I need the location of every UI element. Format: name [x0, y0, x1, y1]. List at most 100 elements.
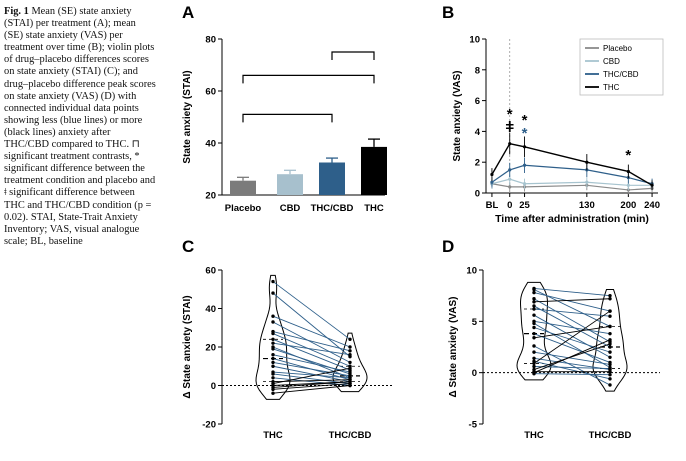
panel-d-data-point — [608, 331, 612, 336]
panel-c-paired-line — [272, 381, 351, 388]
panel-d-paired-line — [533, 322, 611, 368]
panel-d-paired-line — [533, 298, 611, 303]
panel-d-y-tick-label: 0 — [472, 368, 477, 379]
panel-d-data-point — [532, 361, 536, 366]
bar-cbd — [277, 174, 303, 195]
panel-a-y-tick-label: 40 — [205, 139, 216, 150]
significance-bracket — [242, 113, 333, 123]
panel-d-data-point — [532, 307, 536, 311]
panel-d-paired-line — [533, 360, 611, 380]
panel-c-paired-line — [272, 338, 351, 371]
panel-d-data-point — [608, 309, 612, 313]
panel-c-data-point — [271, 391, 275, 395]
series-line-cbd — [491, 178, 653, 186]
panel-a-x-tick-label: CBD — [280, 203, 301, 214]
panel-c-data-point — [271, 376, 275, 380]
panel-b-y-tick-label: 10 — [469, 35, 480, 46]
panel-b-y-axis-label: State anxiety (VAS) — [452, 71, 463, 162]
panel-d-data-point — [532, 350, 536, 354]
legend-label: THC — [603, 83, 620, 92]
panel-d-paired-line — [533, 298, 611, 343]
bar-placebo — [230, 180, 256, 195]
bar-thc-cbd — [319, 162, 345, 195]
panel-c-paired-line — [272, 331, 351, 352]
panel-d-paired-line — [533, 343, 611, 371]
series-point — [490, 180, 494, 184]
panel-b-x-tick-label: 25 — [519, 200, 530, 211]
panel-c-y-tick-label: 60 — [205, 266, 216, 277]
legend-label: Placebo — [603, 44, 632, 53]
series-point — [508, 142, 512, 146]
panel-c-y-tick-label: 0 — [211, 381, 216, 392]
panel-c-data-point — [271, 347, 275, 351]
panel-d-paired-line — [533, 314, 611, 358]
figure-caption-text: Mean (SE) state anxiety (STAI) per treat… — [4, 6, 156, 247]
panel-d-data-point — [608, 366, 612, 371]
panel-c-y-tick-label: -20 — [202, 420, 216, 431]
panel-c-paired-line — [272, 367, 351, 385]
panel-c-y-axis-label: Δ State anxiety (STAI) — [182, 295, 193, 398]
panel-c-data-point — [271, 291, 275, 295]
panel-d-x-tick-label: THC/CBD — [589, 430, 632, 441]
significance-bracket — [242, 74, 375, 84]
bar-thc — [361, 146, 387, 195]
panel-d-data-point — [608, 355, 612, 359]
significance-bracket — [331, 51, 375, 60]
panel-d-data-point — [608, 383, 612, 387]
panel-d-data-point — [608, 338, 612, 342]
panel-c-paired-line — [272, 383, 351, 390]
panel-d-data-point — [608, 314, 612, 318]
panel-d-paired-line — [533, 310, 611, 364]
legend-label: THC/CBD — [603, 70, 639, 79]
significance-marker: * — [522, 112, 528, 129]
panel-c-data-point — [348, 370, 352, 374]
panel-d-data-point — [532, 344, 536, 348]
panel-d-violin-thc — [516, 281, 552, 381]
series-point — [626, 183, 630, 187]
panel-c-data-point — [271, 314, 275, 318]
panel-d-paired-line — [533, 320, 611, 335]
panel-d-y-tick-label: 10 — [466, 266, 477, 277]
series-point — [650, 183, 654, 187]
panel-c-data-point — [271, 337, 275, 341]
panel-b-x-tick-label: 130 — [579, 200, 595, 211]
panel-label-A: A — [182, 3, 194, 22]
panel-d-data-point — [532, 364, 536, 369]
panel-d-data-point — [608, 342, 612, 346]
panel-d-y-tick-label: -5 — [469, 420, 478, 431]
panel-c-y-tick-label: 40 — [205, 304, 216, 315]
panel-b-x-tick-label: BL — [486, 200, 499, 211]
series-point — [508, 177, 512, 181]
panel-c-data-point — [348, 337, 352, 341]
panel-d-y-axis-label: Δ State anxiety (VAS) — [448, 297, 459, 398]
panel-c-data-point — [348, 345, 352, 349]
panel-c-x-tick-label: THC — [263, 430, 283, 441]
panel-c-data-point — [271, 385, 275, 390]
panel-d-data-point — [532, 325, 536, 330]
panel-d-paired-line — [533, 357, 611, 371]
panel-c-paired-line — [272, 346, 351, 379]
significance-marker: * — [522, 125, 528, 142]
significance-marker: * — [625, 147, 631, 164]
panel-d-paired-line — [533, 326, 611, 339]
panel-d-data-point — [608, 324, 612, 329]
panel-a-x-tick-label: Placebo — [225, 203, 262, 214]
panel-a-y-axis-label: State anxiety (STAI) — [182, 70, 193, 163]
panel-d-data-point — [532, 287, 536, 292]
panel-c-paired-line — [272, 354, 351, 373]
panel-b-x-tick-label: 0 — [507, 200, 512, 211]
series-point — [522, 182, 527, 186]
series-point — [522, 163, 527, 167]
series-point — [508, 185, 512, 189]
panel-a-x-tick-label: THC — [364, 203, 384, 214]
panel-d-paired-line — [533, 373, 611, 376]
panel-c-x-tick-label: THC/CBD — [329, 430, 372, 441]
panel-d-data-point — [532, 336, 536, 340]
panel-d-data-point — [532, 304, 536, 308]
panel-d-paired-line — [533, 308, 611, 317]
panel-c-paired-line — [272, 342, 351, 356]
panel-b-y-tick-label: 8 — [475, 65, 480, 76]
panel-c-data-point — [271, 372, 275, 376]
panel-d-data-point — [608, 377, 612, 381]
